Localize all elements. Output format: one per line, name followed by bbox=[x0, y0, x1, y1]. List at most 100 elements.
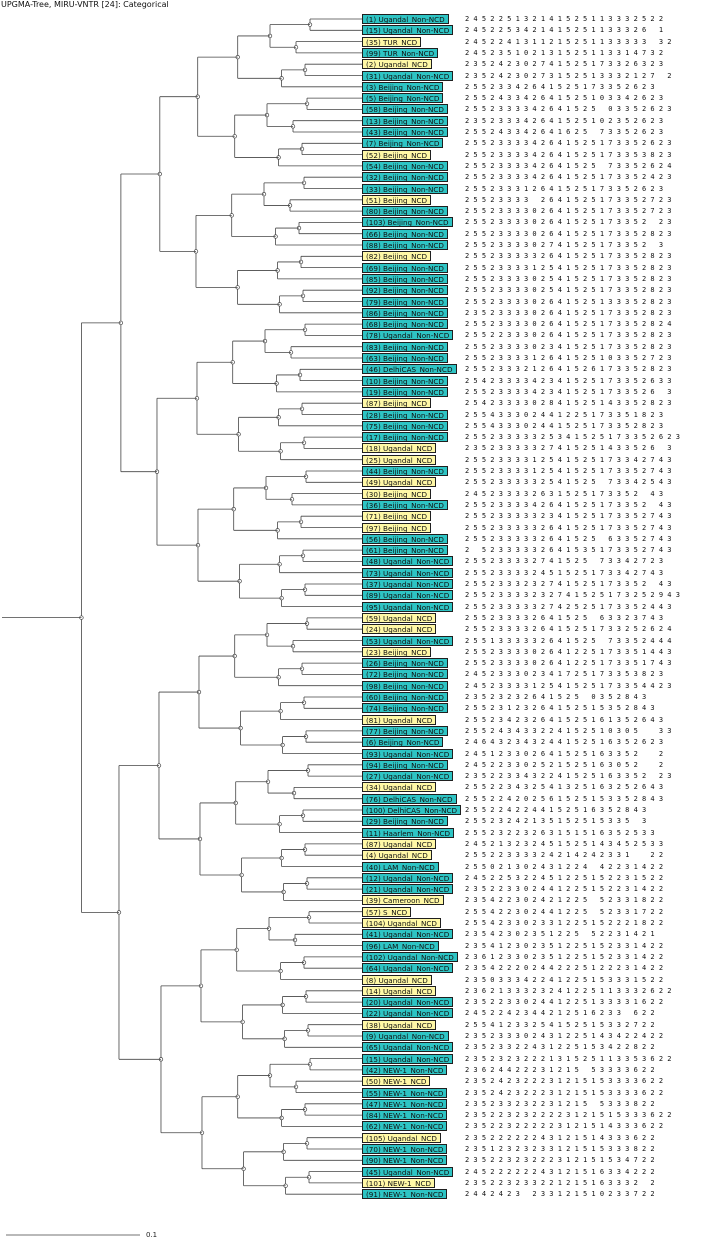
page-title: UPGMA-Tree, MIRU-VNTR [24]: Categorical bbox=[1, 0, 169, 9]
miru-code-row: 2 3 5 2 3 3 3 4 2 6 4 1 5 2 5 1 0 2 3 5 … bbox=[465, 116, 664, 125]
leaf-label: (81) Ugandal_NCD bbox=[362, 714, 437, 725]
miru-code-row: 2 3 5 2 3 3 3 3 0 2 6 4 1 5 2 5 1 7 3 3 … bbox=[465, 308, 672, 317]
miru-code-row: 2 3 5 2 4 2 3 2 2 2 3 1 2 1 5 1 5 3 3 3 … bbox=[465, 1088, 664, 1097]
miru-code-row: 2 4 5 2 1 3 2 3 2 4 5 1 5 2 5 1 4 3 4 5 … bbox=[465, 839, 664, 848]
miru-code-row: 2 3 5 2 4 2 3 0 2 7 4 1 5 2 5 1 7 3 3 2 … bbox=[465, 60, 664, 69]
leaf-label: (10) Beijing_Non-NCD bbox=[362, 375, 448, 386]
miru-code-row: 2 3 5 0 3 3 3 4 2 2 4 1 2 2 5 1 5 3 3 3 … bbox=[465, 975, 664, 984]
miru-code-row: 2 3 5 2 2 3 2 3 2 2 2 3 1 2 1 5 1 5 3 4 … bbox=[465, 1156, 655, 1165]
miru-code-row: 2 5 5 2 3 3 3 3 0 2 3 4 1 5 2 5 1 7 3 3 … bbox=[465, 342, 672, 351]
miru-code-row: 2 4 6 4 3 2 3 4 3 2 4 4 1 5 2 5 1 6 3 5 … bbox=[465, 738, 664, 747]
miru-code-row: 2 5 5 2 3 3 3 3 0 2 6 4 1 5 2 5 1 3 3 3 … bbox=[465, 297, 672, 306]
miru-code-row: 2 5 4 2 3 3 3 3 4 2 3 4 1 5 2 5 1 7 3 3 … bbox=[465, 376, 672, 385]
leaf-label: (11) Haarlem_Non-NCD bbox=[362, 827, 455, 838]
leaf-label: (27) Ugandal_Non-NCD bbox=[362, 771, 454, 782]
leaf-label: (65) Ugandal_Non-NCD bbox=[362, 1042, 454, 1053]
leaf-label: (88) Beijing_Non-NCD bbox=[362, 240, 448, 250]
leaf-label: (7) Beijing_Non-NCD bbox=[362, 138, 444, 149]
leaf-label: (9) Ugandal_Non-NCD bbox=[362, 1031, 449, 1041]
miru-code-row: 2 5 5 2 3 3 3 3 2 6 4 1 5 2 5 1 7 3 3 5 … bbox=[465, 195, 672, 204]
miru-code-row: 2 5 5 1 3 3 3 3 3 2 6 4 1 5 2 5 7 3 3 5 … bbox=[465, 636, 672, 645]
miru-code-row: 2 5 5 2 3 3 3 3 4 2 6 4 1 5 2 5 1 7 3 3 … bbox=[465, 173, 672, 182]
miru-code-row: 2 5 5 2 3 3 3 3 0 2 5 4 1 5 2 5 1 7 3 3 … bbox=[465, 286, 672, 295]
miru-code-row: 2 3 5 2 4 2 3 2 2 2 3 1 2 1 5 1 5 3 3 3 … bbox=[465, 1077, 664, 1086]
miru-code-row: 2 3 5 2 3 2 3 2 2 2 1 3 1 5 2 5 1 1 3 3 … bbox=[465, 1054, 672, 1063]
leaf-label: (79) Beijing_Non-NCD bbox=[362, 296, 448, 307]
miru-code-row: 2 5 5 2 3 3 3 3 3 2 7 4 2 5 2 5 1 7 3 3 … bbox=[465, 602, 672, 611]
leaf-label: (23) Beijing_NCD bbox=[362, 646, 432, 657]
miru-code-row: 2 3 5 2 4 2 3 0 2 7 3 1 5 2 5 1 3 3 3 2 … bbox=[465, 71, 672, 80]
leaf-label: (39) Cameroon_NCD bbox=[362, 895, 444, 906]
miru-code-row: 2 3 6 2 1 3 3 3 2 3 2 4 1 2 2 5 1 1 3 3 … bbox=[465, 986, 672, 995]
leaf-label: (78) Ugandal_Non-NCD bbox=[362, 330, 454, 341]
leaf-label: (74) Beijing_Non-NCD bbox=[362, 703, 448, 714]
miru-code-row: 2 5 5 2 3 3 3 3 0 2 6 4 1 5 2 5 1 7 3 3 … bbox=[465, 320, 672, 329]
miru-code-row: 2 5 5 2 3 3 3 3 4 2 6 4 1 5 2 5 1 7 3 3 … bbox=[465, 150, 672, 159]
miru-code-row: 2 5 5 2 3 3 3 3 0 2 5 4 1 5 2 5 1 7 3 3 … bbox=[465, 274, 672, 283]
miru-code-row: 2 5 5 2 2 3 4 3 2 5 4 1 3 2 5 1 6 3 2 5 … bbox=[465, 783, 664, 792]
leaf-label: (25) Ugandal_NCD bbox=[362, 454, 437, 465]
leaf-label: (33) Beijing_Non-NCD bbox=[362, 183, 448, 194]
leaf-label: (95) Ugandal_Non-NCD bbox=[362, 601, 454, 612]
miru-code-row: 2 5 5 2 3 4 2 3 2 6 4 1 5 2 5 1 6 1 3 5 … bbox=[465, 715, 664, 724]
leaf-label: (20) Ugandal_Non-NCD bbox=[362, 997, 454, 1008]
leaf-label: (86) Beijing_Non-NCD bbox=[362, 307, 448, 318]
miru-code-row: 2 3 6 2 4 4 2 2 2 3 1 2 1 5 5 3 3 3 3 6 … bbox=[465, 1065, 655, 1074]
leaf-label: (29) Beijing_Non-NCD bbox=[362, 816, 448, 827]
leaf-label: (52) Beijing_NCD bbox=[362, 149, 432, 160]
leaf-label: (87) Ugandal_NCD bbox=[362, 838, 437, 849]
leaf-label: (2) Ugandal_NCD bbox=[362, 59, 432, 70]
miru-code-row: 2 5 5 2 3 2 2 3 2 6 3 1 5 1 5 1 6 3 5 2 … bbox=[465, 828, 655, 837]
miru-code-row: 2 5 5 4 2 2 3 0 2 4 4 1 2 2 5 5 2 3 3 1 … bbox=[465, 907, 664, 916]
leaf-label: (103) Beijing_Non-NCD bbox=[362, 217, 453, 228]
leaf-label: (83) Beijing_Non-NCD bbox=[362, 341, 448, 352]
leaf-label: (63) Beijing_Non-NCD bbox=[362, 353, 448, 363]
miru-code-row: 2 5 5 2 3 3 3 3 3 2 6 4 1 5 2 5 1 7 3 3 … bbox=[465, 252, 672, 261]
leaf-label: (31) Ugandal_Non-NCD bbox=[362, 70, 454, 81]
miru-code-row: 2 4 5 2 2 2 2 2 2 4 3 1 2 1 5 1 6 3 3 4 … bbox=[465, 1167, 655, 1176]
leaf-label: (71) Beijing_NCD bbox=[362, 511, 432, 522]
leaf-label: (104) Ugandal_NCD bbox=[362, 918, 441, 928]
leaf-label: (48) Ugandal_Non-NCD bbox=[362, 556, 454, 567]
miru-code-row: 2 3 5 2 3 2 3 2 6 4 1 5 2 5 0 3 5 2 8 4 … bbox=[465, 693, 647, 701]
leaf-label: (89) Ugandal_Non-NCD bbox=[362, 590, 454, 601]
leaf-label: (5) Beijing_Non-NCD bbox=[362, 93, 444, 104]
miru-code-row: 2 4 5 1 2 3 3 0 2 6 4 1 5 2 5 1 6 3 3 5 … bbox=[465, 749, 664, 758]
miru-code-row: 2 3 5 2 2 3 3 4 3 2 2 4 1 5 2 5 1 6 3 3 … bbox=[465, 772, 672, 781]
leaf-label: (94) Beijing_Non-NCD bbox=[362, 759, 448, 770]
miru-code-row: 2 4 5 2 3 5 1 0 2 1 3 1 5 2 5 1 1 3 3 1 … bbox=[465, 48, 664, 57]
miru-code-row: 2 5 5 2 3 3 3 3 2 7 4 1 5 2 5 7 3 3 4 2 … bbox=[465, 557, 664, 566]
leaf-label: (14) Ugandal_NCD bbox=[362, 985, 437, 996]
leaf-label: (58) Beijing_Non-NCD bbox=[362, 104, 448, 115]
leaf-label: (51) Beijing_NCD bbox=[362, 194, 432, 205]
leaf-label: (64) Ugandal_Non-NCD bbox=[362, 963, 454, 974]
miru-code-row: 2 3 5 4 2 3 0 2 3 5 1 2 2 5 5 2 2 3 1 4 … bbox=[465, 930, 655, 939]
miru-code-row: 2 5 5 2 3 3 3 2 3 2 7 4 1 5 2 5 1 7 3 3 … bbox=[465, 580, 672, 588]
leaf-label: (82) Beijing_NCD bbox=[362, 251, 432, 262]
miru-code-row: 2 5 5 2 3 3 3 3 2 6 4 1 5 2 5 1 7 3 3 2 … bbox=[465, 625, 672, 634]
leaf-label: (60) Beijing_Non-NCD bbox=[362, 692, 448, 702]
leaf-label: (98) Beijing_Non-NCD bbox=[362, 680, 448, 691]
miru-code-row: 2 5 5 4 1 2 3 3 2 5 4 1 5 2 5 1 5 3 3 2 … bbox=[465, 1020, 655, 1029]
miru-code-row: 2 5 5 4 3 3 3 0 2 4 4 1 5 2 5 1 7 3 3 5 … bbox=[465, 421, 664, 430]
miru-code-row: 2 3 5 1 2 3 2 3 2 3 3 1 2 1 5 1 5 3 3 3 … bbox=[465, 1145, 655, 1153]
leaf-label: (53) Ugandal_Non-NCD bbox=[362, 635, 454, 646]
leaf-label: (18) Ugandal_NCD bbox=[362, 443, 437, 454]
leaf-label: (46) DelhiCAS_Non-NCD bbox=[362, 364, 457, 375]
leaf-label: (12) Ugandal_Non-NCD bbox=[362, 872, 454, 883]
miru-code-row: 2 5 5 2 2 4 2 0 2 5 6 1 5 2 5 1 5 3 3 5 … bbox=[465, 794, 664, 803]
miru-code-row: 2 3 5 2 2 3 2 3 2 2 2 2 3 1 2 1 5 1 5 3 … bbox=[465, 1111, 672, 1120]
miru-code-row: 2 3 5 2 3 3 2 3 2 2 3 1 2 1 5 5 3 3 3 8 … bbox=[465, 1099, 655, 1108]
leaf-label: (84) NEW-1_Non-NCD bbox=[362, 1110, 448, 1121]
leaf-label: (90) NEW-1_Non-NCD bbox=[362, 1155, 448, 1166]
leaf-label: (37) Ugandal_Non-NCD bbox=[362, 579, 454, 589]
miru-code-row: 2 5 5 2 4 3 3 4 2 6 4 1 6 2 5 7 3 3 5 2 … bbox=[465, 128, 664, 136]
miru-code-row: 2 3 5 2 2 3 3 0 2 4 4 1 2 2 5 1 5 2 2 3 … bbox=[465, 885, 664, 894]
leaf-label: (45) Ugandal_Non-NCD bbox=[362, 1166, 454, 1177]
miru-code-row: 2 3 5 4 2 2 3 0 2 4 2 1 2 2 5 5 2 3 3 1 … bbox=[465, 896, 664, 905]
leaf-label: (15) Ugandal_Non-NCD bbox=[362, 1053, 454, 1064]
leaf-label: (96) LAM_Non-NCD bbox=[362, 940, 439, 951]
miru-code-row: 2 5 5 2 3 3 3 3 3 2 6 4 1 5 2 5 6 3 3 5 … bbox=[465, 534, 672, 543]
leaf-label: (30) Beijing_NCD bbox=[362, 488, 432, 499]
